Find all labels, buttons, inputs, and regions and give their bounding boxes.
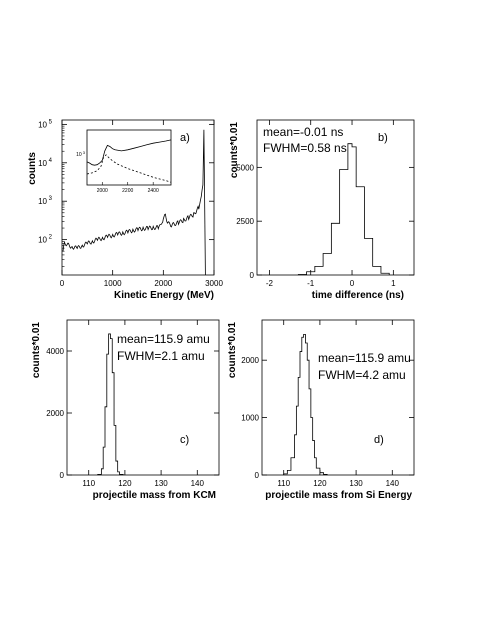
panel-c-xtick-label: 130 — [154, 479, 168, 488]
panel-b-ticks: -2 -1 0 1 0 2500 5000 — [236, 120, 414, 288]
panel-a-xtick-label: 3000 — [205, 279, 223, 288]
inset-dashed-curve — [86, 154, 172, 183]
panel-d-ytick-label: 0 — [255, 471, 260, 480]
panel-a-frame — [61, 119, 215, 276]
panel-c-ylabel: counts*0.01 — [31, 322, 42, 379]
panel-b-mean: mean=-0.01 ns — [263, 125, 343, 139]
panel-a-ytick-label: 10 5 — [38, 119, 53, 129]
panel-b-histogram — [297, 143, 390, 275]
panel-b-ylabel: counts*0.01 — [229, 122, 240, 179]
panel-a-spectrum — [62, 129, 206, 276]
panel-d-ticks: 110 120 130 140 0 1000 2000 — [241, 320, 414, 488]
panel-c-xtick-label: 120 — [118, 479, 132, 488]
inset-solid-curve — [86, 139, 172, 166]
panel-d-label: d) — [374, 434, 384, 446]
panel-a-ytick-label: 10 2 — [38, 235, 53, 245]
panel-d-xtick-label: 140 — [386, 479, 400, 488]
panel-c-histogram — [97, 333, 124, 475]
panel-b-ytick-label: 2500 — [236, 217, 254, 226]
panel-c-xlabel: projectile mass from KCM — [93, 490, 216, 501]
panel-a-ticks: 0 1000 2000 3000 10 2 10 3 10 4 10 5 — [38, 119, 223, 288]
panel-a-ytick-label: 10 4 — [38, 158, 53, 168]
panel-b-time-difference: -2 -1 0 1 0 2500 5000 time difference (ns) cou… — [229, 119, 415, 301]
panel-b-xtick-label: 1 — [391, 279, 396, 288]
panel-b-xtick-label: -2 — [266, 279, 274, 288]
panel-b-xlabel: time difference (ns) — [312, 290, 404, 301]
panel-c-ticks: 110 120 130 140 0 2000 4000 — [46, 320, 219, 488]
panel-a-ytick-label: 10 3 — [38, 196, 53, 206]
panel-c-frame — [66, 319, 220, 476]
panel-a-kinetic-energy: 0 1000 2000 3000 10 2 10 3 10 4 10 5 Kinetic En… — [27, 119, 223, 301]
panel-a-xtick-label: 1000 — [104, 279, 122, 288]
panel-d-mass-si-energy: 110 120 130 140 0 1000 2000 projectile mass fr… — [227, 319, 415, 501]
panel-b-xtick-label: 0 — [350, 279, 355, 288]
panel-d-xlabel: projectile mass from Si Energy — [265, 490, 412, 501]
panel-d-ytick-label: 2000 — [241, 356, 259, 365]
panel-b-fwhm: FWHM=0.58 ns — [263, 141, 347, 155]
panel-d-fwhm: FWHM=4.2 amu — [318, 368, 406, 382]
panel-c-mass-kcm: 110 120 130 140 0 2000 4000 projectile mass fr… — [31, 319, 220, 501]
panel-d-xtick-label: 110 — [277, 479, 290, 488]
panel-c-ytick-label: 0 — [60, 471, 65, 480]
panel-c-xtick-label: 140 — [191, 479, 205, 488]
panel-d-ytick-label: 1000 — [241, 414, 259, 423]
inset-frame — [86, 129, 172, 186]
panel-b-frame — [256, 119, 415, 276]
panel-b-ytick-label: 0 — [250, 271, 255, 280]
panel-c-ytick-label: 2000 — [46, 409, 64, 418]
panel-d-xtick-label: 120 — [313, 479, 327, 488]
panel-b-ytick-label: 5000 — [236, 163, 254, 172]
panel-a-label: a) — [180, 132, 190, 144]
inset-xtick-label: 2000 — [97, 188, 108, 194]
panel-c-ytick-label: 4000 — [46, 347, 64, 356]
panel-a-ylabel: counts — [27, 152, 38, 185]
panel-a-xlabel: Kinetic Energy (MeV) — [114, 290, 214, 301]
panel-c-label: c) — [180, 434, 189, 446]
panel-d-ylabel: counts*0.01 — [227, 322, 238, 379]
inset-xtick-label: 2400 — [148, 188, 159, 194]
panel-a-xtick-label: 0 — [60, 279, 65, 288]
panel-d-mean: mean=115.9 amu — [318, 351, 411, 365]
panel-d-histogram — [283, 333, 328, 475]
panel-b-label: b) — [378, 132, 388, 144]
panel-a-inset: 2000 2200 2400 10 3 — [76, 129, 172, 194]
panel-d-xtick-label: 130 — [349, 479, 363, 488]
panel-d-frame — [261, 319, 415, 476]
panel-c-fwhm: FWHM=2.1 amu — [117, 349, 205, 363]
inset-ytick-label: 10 3 — [76, 150, 86, 158]
inset-ticks: 2000 2200 2400 10 3 — [76, 150, 159, 194]
panel-a-xtick-label: 2000 — [154, 279, 172, 288]
inset-xtick-label: 2200 — [122, 188, 133, 194]
panel-c-xtick-label: 110 — [82, 479, 95, 488]
panel-c-mean: mean=115.9 amu — [117, 332, 210, 346]
panel-b-xtick-label: -1 — [307, 279, 315, 288]
